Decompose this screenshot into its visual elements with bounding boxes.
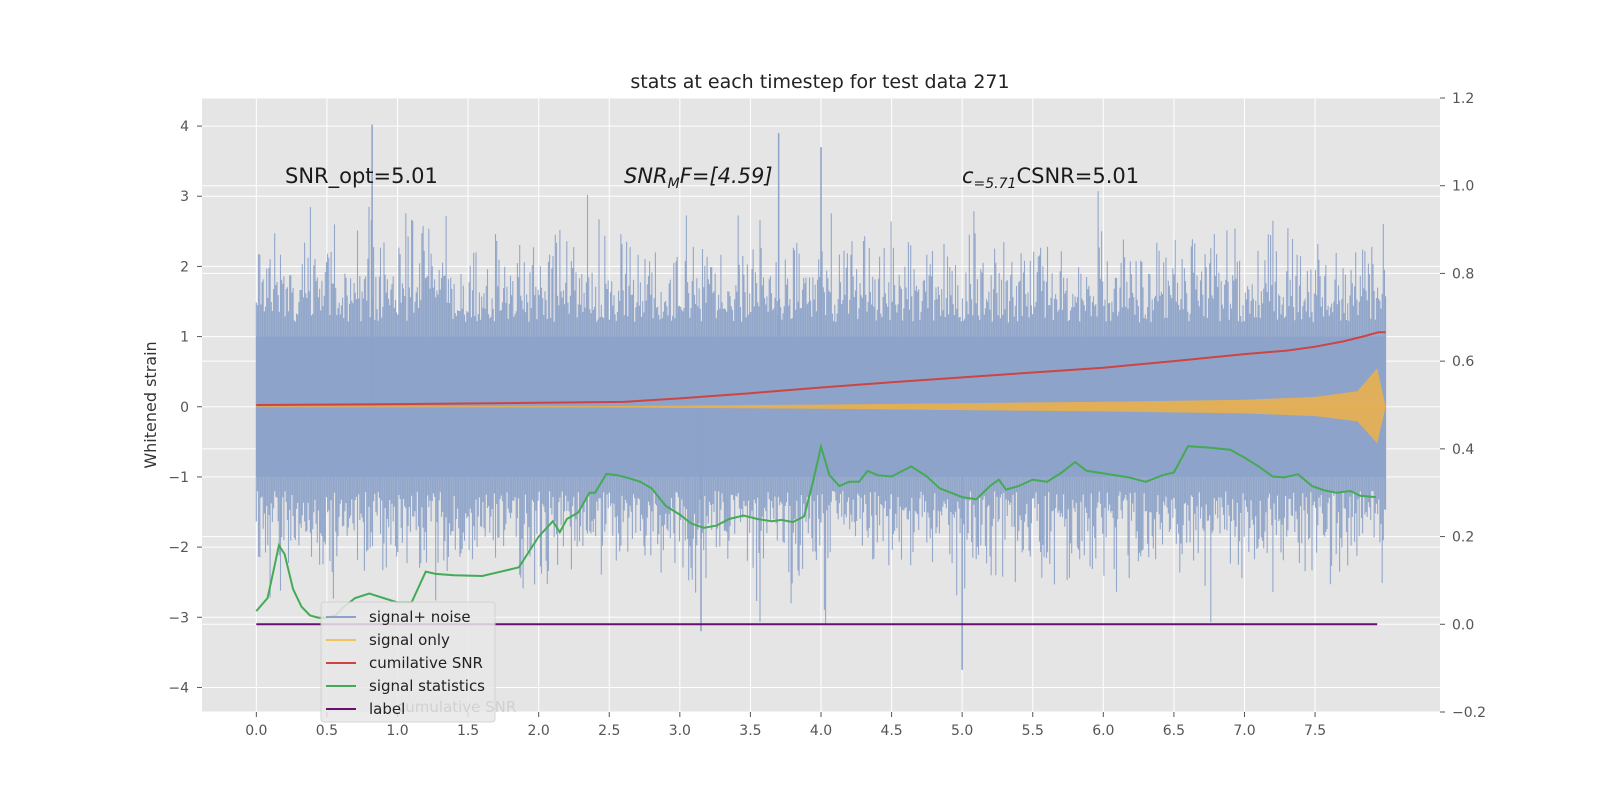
annotation-mc-sub: =5.71 (974, 176, 1017, 192)
y2-axis-ticks: 1.2 1.0 0.8 0.6 0.4 0.2 0.0 −0.2 (1440, 91, 1486, 721)
x-tick-label: 1.0 (386, 723, 408, 739)
x-tick-label: 4.0 (810, 723, 832, 739)
y-tick-label: 2 (180, 259, 189, 275)
y2-tick-label: 0.8 (1452, 266, 1474, 282)
x-tick-label: 5.5 (1022, 723, 1044, 739)
chart-title: stats at each timestep for test data 271 (630, 71, 1009, 93)
x-tick-label: 7.5 (1304, 723, 1326, 739)
signal-only-envelope (256, 368, 1386, 444)
y-tick-label: −4 (168, 680, 189, 696)
y2-tick-label: 0.2 (1452, 530, 1474, 546)
legend-label-signal-only: signal only (369, 631, 450, 649)
legend-label-signal-statistics: signal statistics (369, 677, 485, 695)
y-tick-label: −2 (168, 540, 189, 556)
x-tick-label: 2.5 (598, 723, 620, 739)
y2-tick-label: 1.0 (1452, 179, 1474, 195)
series-line-cumilative-snr (256, 331, 1386, 406)
annotations: SNR_opt=5.01 SNRMF=[4.59] c=5.71CSNR=5.0… (285, 164, 1139, 192)
legend-box (320, 601, 496, 723)
y-axis-label: Whitened strain (141, 341, 160, 468)
y-tick-label: −1 (168, 470, 189, 486)
y-tick-label: −3 (168, 610, 189, 626)
annotation-mc-m: c (962, 164, 974, 188)
y2-tick-label: −0.2 (1452, 705, 1486, 721)
x-tick-label: 5.0 (951, 723, 973, 739)
x-tick-label: 7.0 (1233, 723, 1255, 739)
legend: cumulative SNR signal+ noise signal only… (320, 601, 516, 723)
legend-ghost-text: cumulative SNR (397, 698, 516, 716)
y-tick-label: 4 (180, 119, 189, 135)
x-tick-label: 4.5 (880, 723, 902, 739)
legend-label-cumulative-snr: cumilative SNR (369, 654, 483, 672)
annotation-mc: c=5.71CSNR=5.01 (962, 164, 1139, 192)
y-tick-label: 0 (180, 400, 189, 416)
y-axis-ticks: 4 3 2 1 0 −1 −2 −3 −4 (168, 119, 202, 696)
annotation-snr-mf-sub: M (668, 176, 680, 192)
annotation-mc-value: CSNR=5.01 (1016, 164, 1139, 188)
annotation-snr-mf-snr: SNR (624, 164, 668, 188)
x-tick-label: 3.5 (739, 723, 761, 739)
y-tick-label: 1 (180, 330, 189, 346)
y2-tick-label: 0.6 (1452, 354, 1474, 370)
annotation-snr-mf: SNRMF=[4.59] (624, 164, 773, 192)
series-signal-only (256, 368, 1386, 444)
x-tick-label: 0.0 (245, 723, 267, 739)
y-tick-label: 3 (180, 189, 189, 205)
legend-label-signal-noise: signal+ noise (369, 608, 471, 626)
legend-label-label: label (369, 700, 405, 718)
y2-tick-label: 0.4 (1452, 442, 1474, 458)
y2-tick-label: 0.0 (1452, 617, 1474, 633)
annotation-snr-opt: SNR_opt=5.01 (285, 164, 438, 189)
x-tick-label: 1.5 (457, 723, 479, 739)
x-tick-label: 3.0 (669, 723, 691, 739)
annotation-snr-mf-value: F=[4.59] (680, 164, 773, 188)
x-tick-label: 0.5 (316, 723, 338, 739)
x-axis-ticks: 0.0 0.5 1.0 1.5 2.0 2.5 3.0 3.5 4.0 4.5 5.0 5.5 6.0 6… (245, 712, 1326, 739)
x-tick-label: 2.0 (528, 723, 550, 739)
y2-tick-label: 1.2 (1452, 91, 1474, 107)
x-tick-label: 6.0 (1092, 723, 1114, 739)
x-tick-label: 6.5 (1163, 723, 1185, 739)
